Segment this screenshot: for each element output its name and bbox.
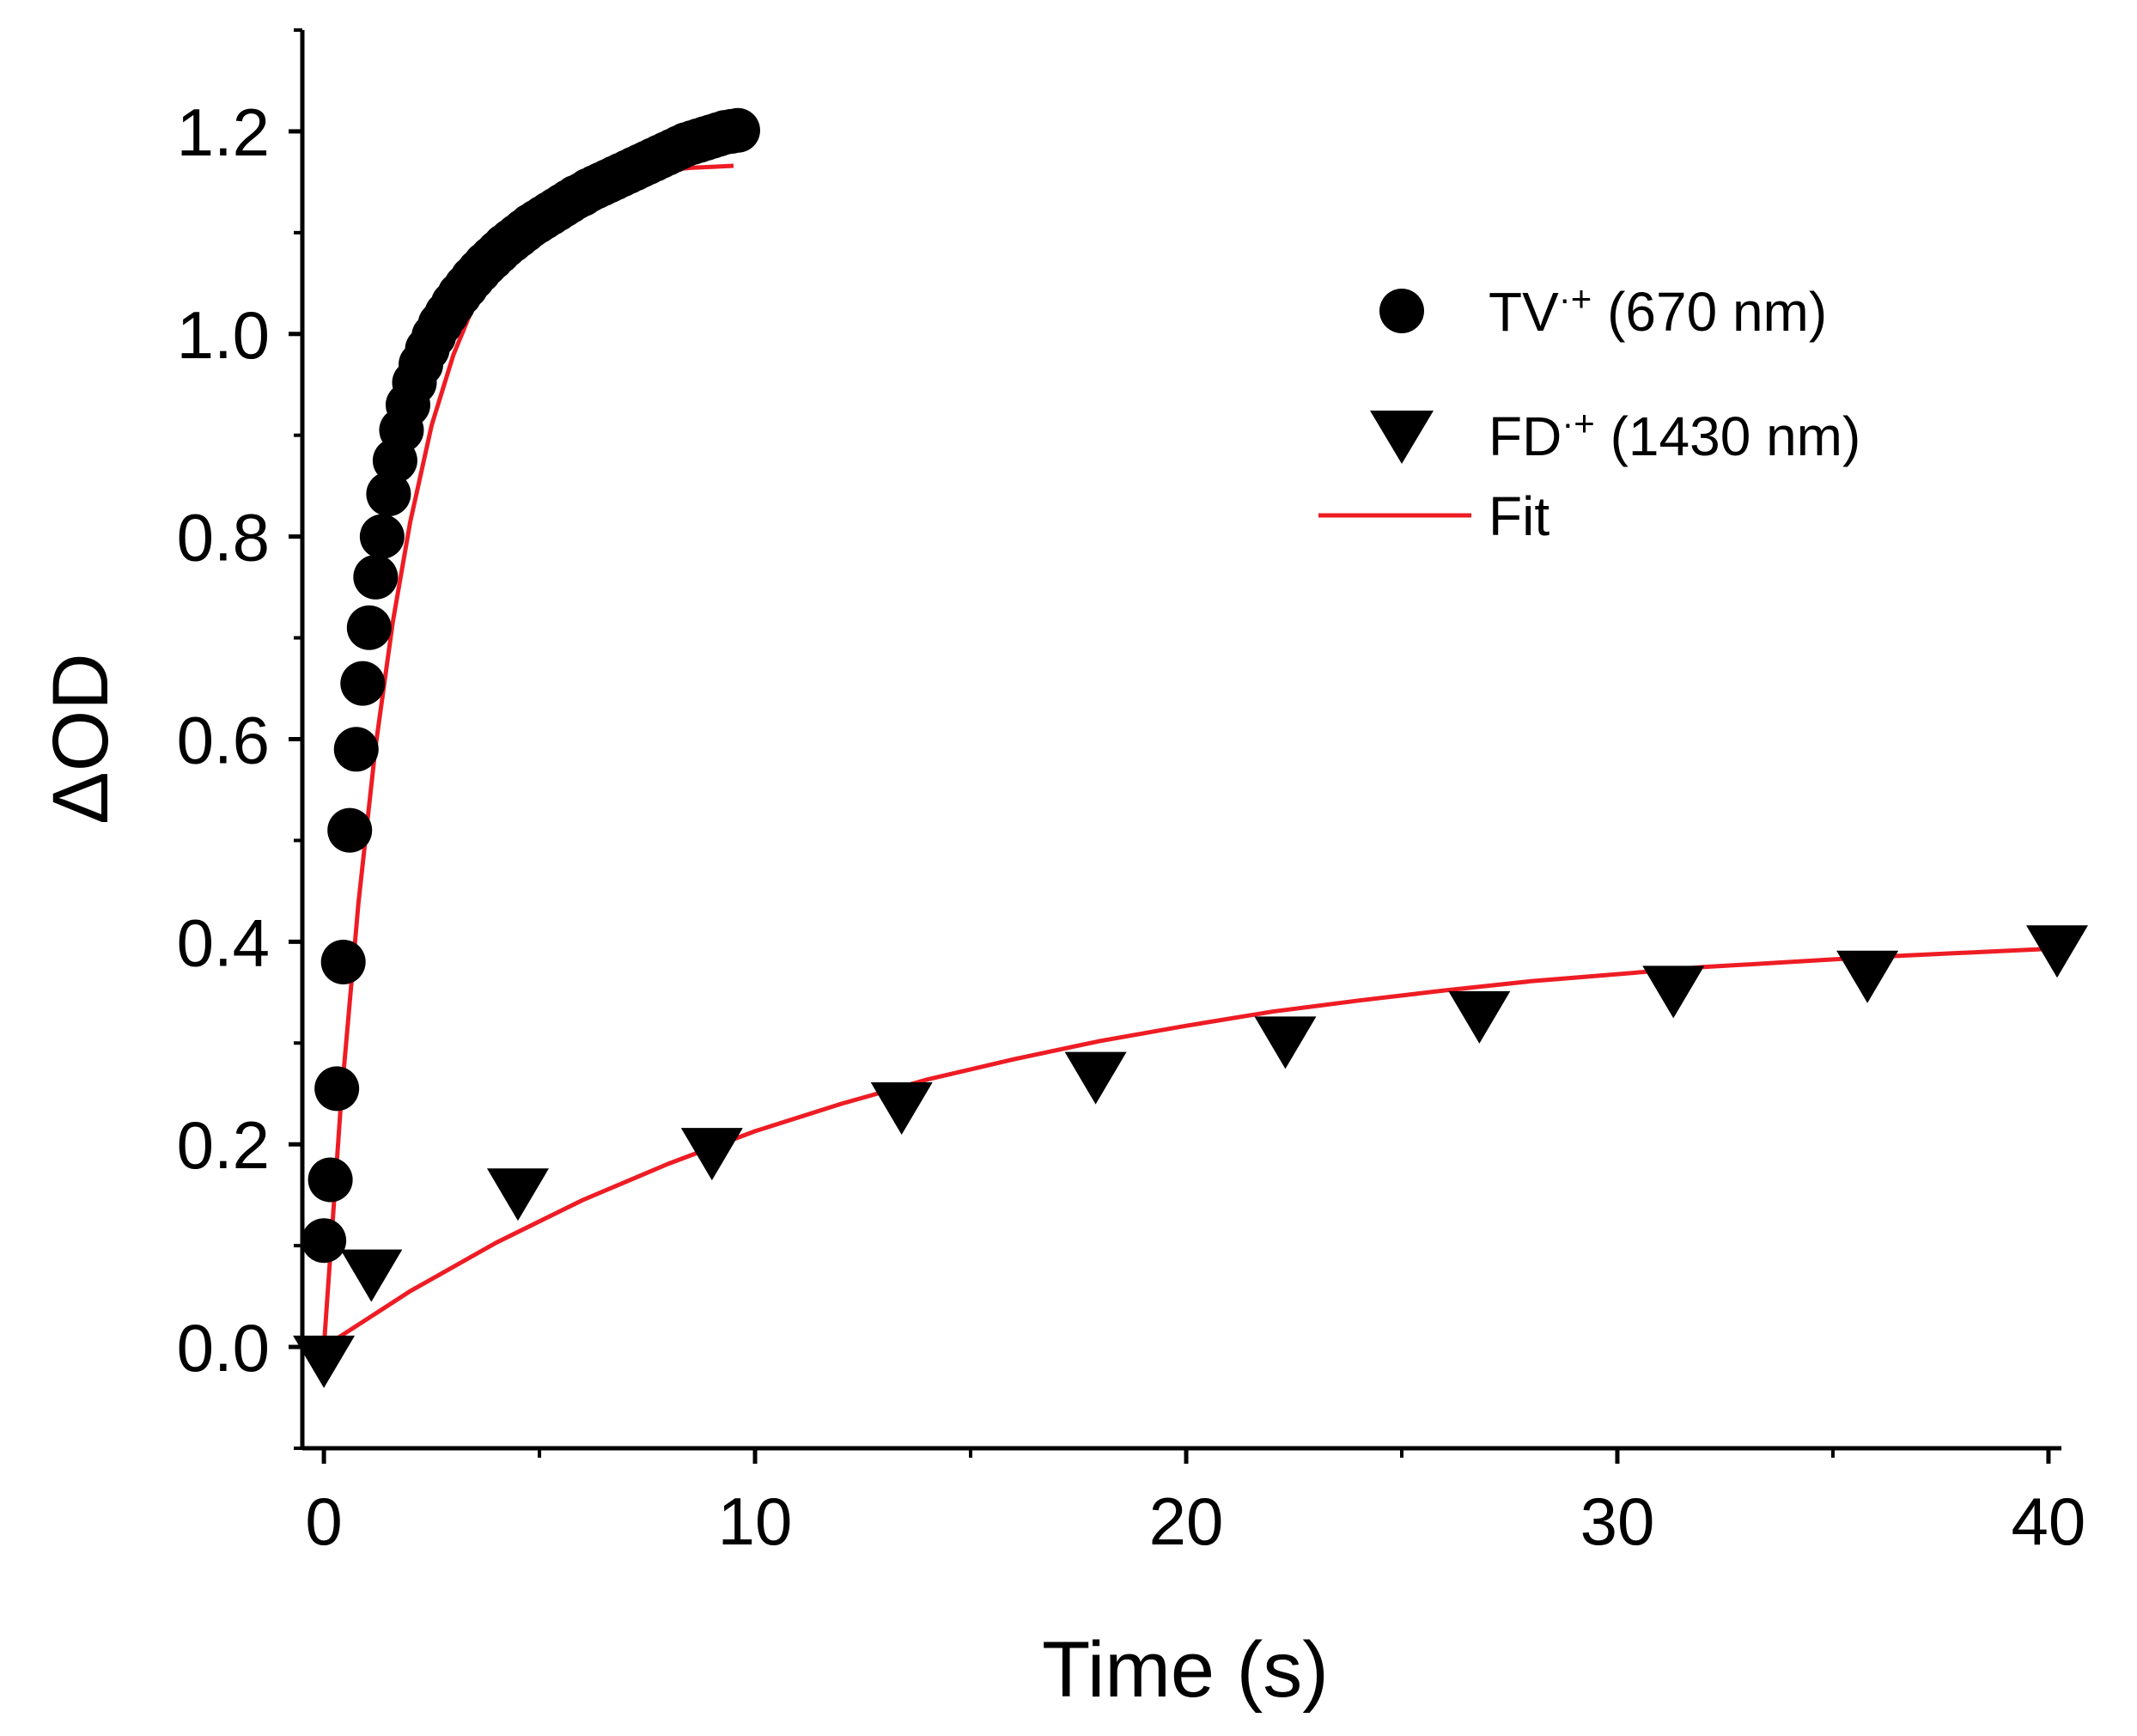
x-tick-label: 10 — [718, 1483, 793, 1559]
fd-data-point — [870, 1082, 933, 1136]
tv-data-point — [333, 727, 379, 772]
x-tick-label: 0 — [305, 1483, 342, 1559]
legend-label-fit: Fit — [1489, 485, 1549, 547]
y-tick-label: 0.0 — [177, 1310, 270, 1386]
x-tick-label: 40 — [2012, 1483, 2086, 1559]
tv-data-point — [320, 939, 366, 984]
fd-data-point — [1836, 950, 1899, 1003]
legend-label-tv: TV·+ (670 nm) — [1489, 278, 1827, 344]
fit-curves — [321, 163, 2049, 1349]
y-ticks: 0.0 0.2 0.4 0.6 0.8 1.0 1.2 — [177, 28, 302, 1450]
tv-data-point — [346, 605, 392, 650]
axes: 0.0 0.2 0.4 0.6 0.8 1.0 1.2 0 10 20 30 40 — [177, 28, 2085, 1559]
tv-data-point — [327, 807, 373, 853]
fd-data-point — [2025, 925, 2088, 978]
fit-line — [322, 947, 2049, 1349]
fd-data-point — [486, 1168, 549, 1221]
y-tick-label: 0.6 — [177, 703, 270, 778]
tv-data-point — [715, 107, 760, 153]
x-tick-label: 30 — [1580, 1483, 1655, 1559]
tv-data-point — [366, 472, 411, 517]
y-tick-label: 1.0 — [177, 297, 270, 373]
legend: TV·+ (670 nm) FD·+ (1430 nm) Fit — [1318, 278, 1860, 547]
legend-item-fd: FD·+ (1430 nm) — [1370, 403, 1860, 468]
tv-data-point — [314, 1066, 360, 1112]
tv-data-point — [353, 554, 399, 600]
tv-data-point — [301, 1218, 347, 1264]
y-axis-title: ΔOD — [37, 653, 125, 824]
fd-data-point — [340, 1249, 403, 1302]
data-markers — [293, 107, 2088, 1388]
fd-data-point — [293, 1335, 356, 1388]
y-tick-label: 0.4 — [177, 905, 270, 980]
fd-data-point — [680, 1128, 743, 1181]
fd-data-point — [1642, 965, 1705, 1019]
legend-marker-triangle — [1370, 411, 1434, 464]
tv-data-point — [340, 661, 386, 706]
x-tick-label: 20 — [1149, 1483, 1224, 1559]
legend-item-fit: Fit — [1318, 485, 1549, 547]
legend-label-fd: FD·+ (1430 nm) — [1489, 403, 1860, 468]
legend-marker-circle — [1379, 289, 1424, 333]
y-tick-label: 0.8 — [177, 500, 270, 576]
tv-data-point — [307, 1157, 353, 1203]
tv-data-point — [359, 514, 405, 559]
legend-item-tv: TV·+ (670 nm) — [1379, 278, 1827, 344]
x-axis-title: Time (s) — [1042, 1626, 1329, 1714]
y-tick-label: 0.2 — [177, 1107, 270, 1183]
fd-data-point — [1064, 1051, 1127, 1105]
fd-data-point — [1254, 1016, 1317, 1069]
y-tick-label: 1.2 — [177, 94, 270, 170]
x-ticks: 0 10 20 30 40 — [305, 1448, 2085, 1559]
fd-data-point — [1448, 990, 1511, 1044]
